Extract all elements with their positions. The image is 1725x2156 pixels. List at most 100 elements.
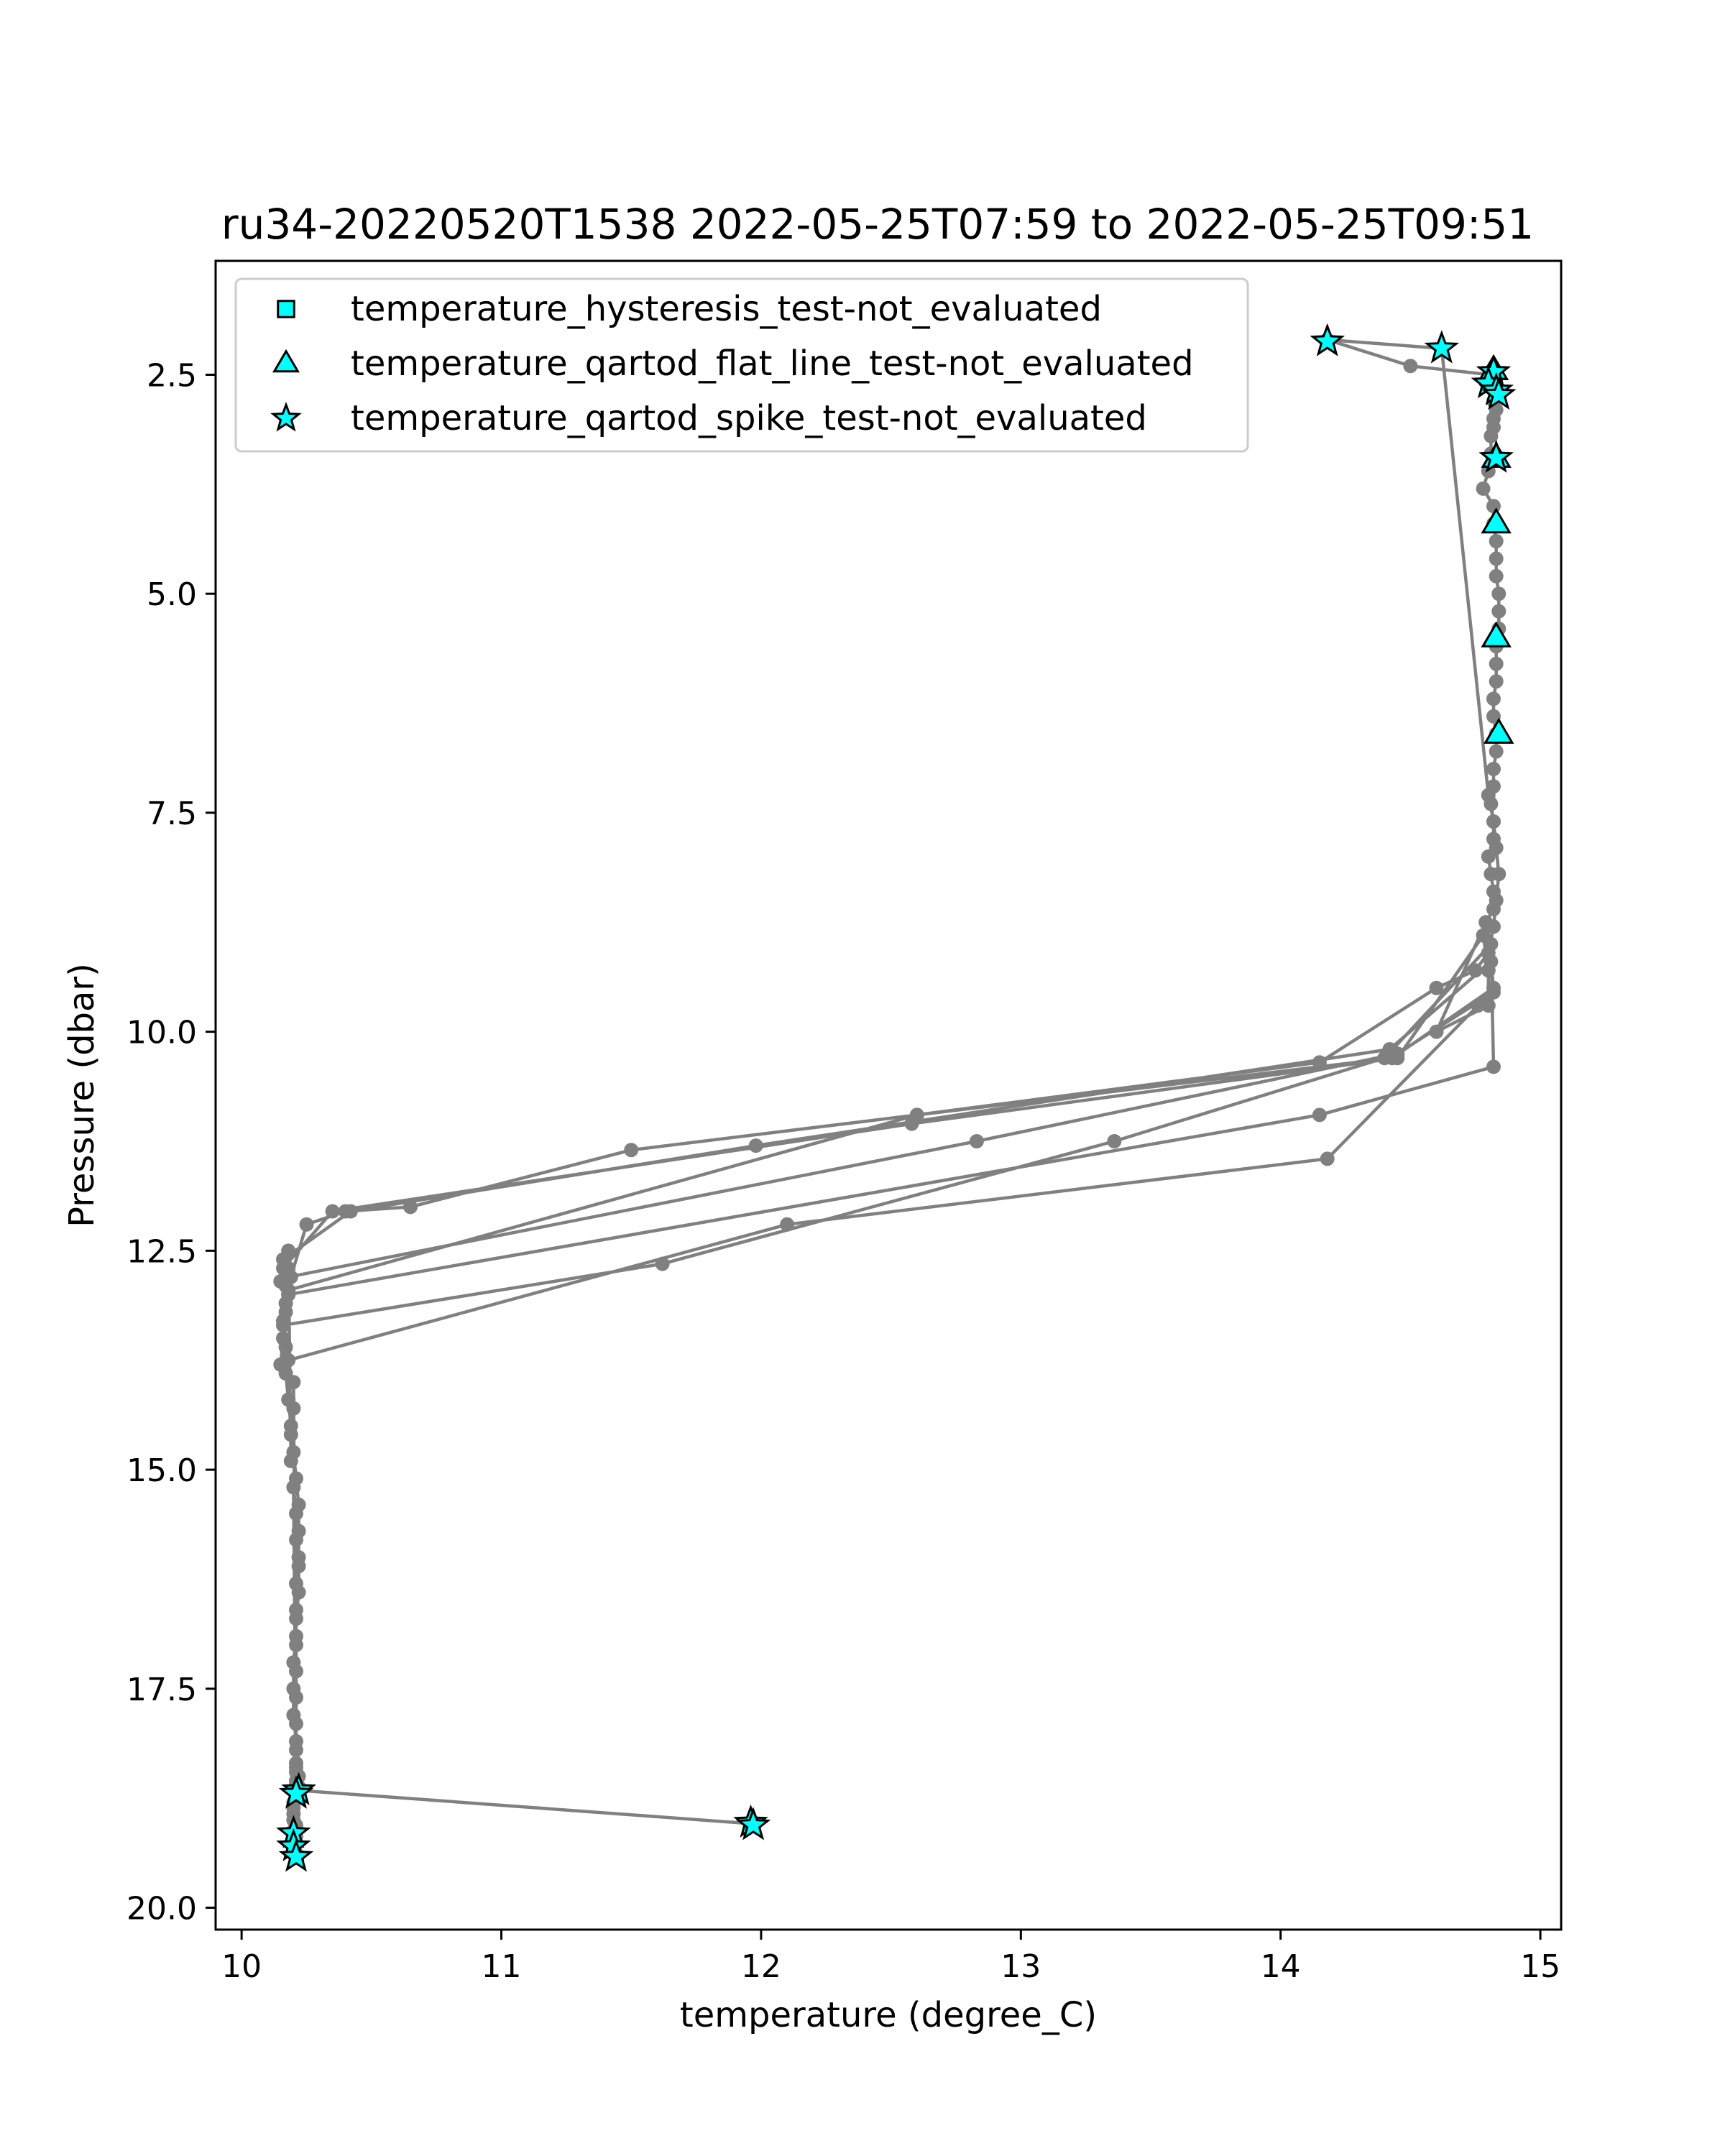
x-axis-ticks: 10 11 12 13 14 15 — [221, 1930, 1560, 1985]
chart-title: ru34-20220520T1538 2022-05-25T07:59 to 2… — [221, 200, 1534, 249]
profile-point — [289, 1611, 303, 1626]
profile-point — [1489, 744, 1504, 759]
y-axis-ticks: 2.5 5.0 7.5 10.0 12.5 15.0 17.5 20.0 — [126, 357, 216, 1927]
axes-frame — [214, 259, 1563, 1931]
profile-point — [1468, 963, 1483, 978]
profile-point — [1489, 551, 1504, 566]
star-marker — [1478, 439, 1514, 473]
profile-point — [289, 1743, 303, 1758]
star-marker — [1310, 323, 1346, 356]
x-tick-label: 12 — [741, 1948, 781, 1985]
profile-point — [1484, 796, 1499, 811]
profile-point — [1486, 499, 1501, 514]
profile-point — [1481, 998, 1496, 1013]
profile-point — [278, 1366, 293, 1381]
profile-point — [276, 1331, 290, 1346]
profile-point — [1486, 779, 1501, 794]
profile-point — [1312, 1107, 1327, 1123]
profile-point — [289, 1690, 303, 1705]
profile-point — [1429, 1024, 1444, 1039]
profile-point — [1403, 359, 1418, 374]
profile-point — [1486, 691, 1501, 706]
profile-point — [289, 1637, 303, 1652]
legend-box — [234, 277, 1249, 453]
y-tick-label: 7.5 — [147, 796, 197, 832]
profile-point — [291, 1559, 306, 1574]
profile-point — [289, 1532, 303, 1547]
profile-point — [325, 1204, 340, 1219]
profile-point — [283, 1419, 298, 1434]
profile-point — [343, 1204, 358, 1219]
legend-triangle-marker — [272, 349, 300, 373]
x-axis-label: temperature (degree_C) — [680, 1995, 1097, 2035]
profile-point — [1484, 428, 1499, 443]
x-tick-label: 15 — [1520, 1948, 1560, 1985]
legend-square-marker — [277, 300, 295, 318]
profile-point — [1486, 884, 1501, 899]
profile-point — [655, 1256, 670, 1271]
profile-point — [1486, 831, 1501, 847]
profile-point — [1484, 936, 1499, 952]
profile-point — [289, 1664, 303, 1679]
x-tick-label: 13 — [1000, 1948, 1041, 1985]
triangle-marker — [1481, 507, 1512, 534]
y-tick-label: 20.0 — [126, 1891, 197, 1927]
profile-point — [1486, 1059, 1501, 1074]
y-tick-label: 12.5 — [126, 1233, 197, 1270]
profile-point — [281, 1392, 296, 1407]
star-marker — [1481, 376, 1517, 410]
profile-point — [276, 1318, 290, 1332]
x-tick-label: 14 — [1261, 1948, 1301, 1985]
profile-point — [286, 1480, 301, 1495]
legend-entry-label: temperature_qartod_flat_line_test-not_ev… — [351, 344, 1194, 384]
legend-entry-label: temperature_qartod_spike_test-not_evalua… — [351, 398, 1147, 438]
profile-point — [281, 1287, 296, 1302]
profile-point — [1486, 709, 1501, 724]
profile-point — [1489, 568, 1504, 584]
x-tick-label: 11 — [482, 1948, 522, 1985]
profile-point — [1489, 674, 1504, 689]
triangle-marker — [1484, 717, 1514, 744]
profile-point — [780, 1217, 795, 1232]
y-tick-label: 10.0 — [126, 1015, 197, 1051]
profile-point — [1489, 534, 1504, 548]
profile-point — [1390, 1046, 1405, 1061]
profile-point — [281, 1353, 296, 1368]
profile-point — [1484, 954, 1499, 969]
profile-point — [1486, 902, 1501, 916]
profile-point — [281, 1269, 296, 1284]
profile-point — [289, 1506, 303, 1521]
profile-point — [1489, 656, 1504, 671]
profile-point — [291, 1585, 306, 1600]
profile-point — [969, 1134, 984, 1148]
profile-point — [748, 1138, 763, 1153]
profile-line — [279, 338, 1501, 1855]
star-marker — [735, 1807, 771, 1841]
profile-point — [1429, 980, 1444, 995]
profile-point — [1312, 1055, 1327, 1070]
star-marker — [278, 1775, 314, 1809]
profile-point — [1476, 481, 1491, 496]
legend-star-marker — [270, 402, 302, 432]
legend-entry-label: temperature_hysteresis_test-not_evaluate… — [351, 289, 1102, 329]
profile-point — [909, 1107, 924, 1123]
profile-point — [1491, 604, 1506, 619]
profile-point — [1478, 915, 1494, 930]
star-marker — [1424, 330, 1460, 364]
y-tick-label: 2.5 — [147, 357, 197, 394]
profile-point — [286, 1445, 301, 1460]
plot-area — [273, 323, 1517, 1872]
profile-point — [1107, 1134, 1122, 1148]
profile-point — [403, 1199, 418, 1215]
profile-point — [289, 1716, 303, 1731]
profile-point — [1484, 867, 1499, 882]
legend: temperature_hysteresis_test-not_evaluate… — [234, 277, 1249, 453]
profile-point — [1471, 998, 1486, 1013]
profile-point — [276, 1252, 290, 1267]
y-tick-label: 15.0 — [126, 1452, 197, 1489]
profile-point — [289, 1756, 303, 1771]
profile-point — [1491, 586, 1506, 602]
profile-point — [1320, 1151, 1335, 1166]
profile-point — [1486, 762, 1501, 776]
